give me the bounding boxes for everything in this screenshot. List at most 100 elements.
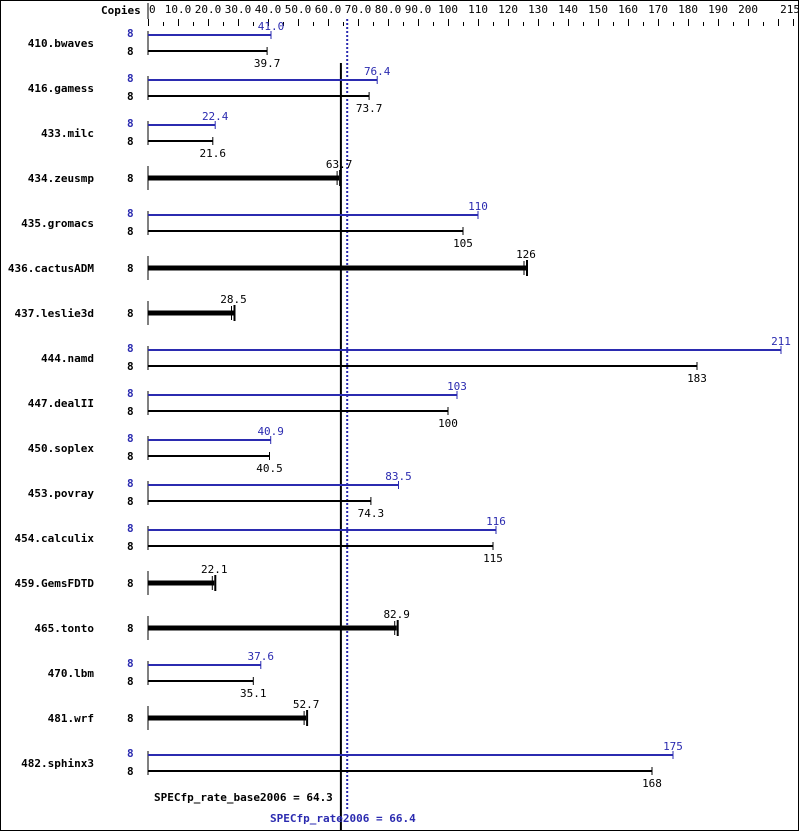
peak-value-label: 41.0 [258, 20, 285, 33]
benchmark-name: 435.gromacs [21, 217, 94, 230]
peak-value-label: 175 [663, 740, 683, 753]
x-tick-label: 215 [780, 3, 798, 16]
base-value-label: 168 [642, 777, 662, 790]
base-value-label: 22.1 [201, 563, 228, 576]
x-tick-label: 150 [588, 3, 608, 16]
axis-header: Copies [101, 4, 141, 17]
base-copies: 8 [127, 675, 134, 688]
base-copies: 8 [127, 45, 134, 58]
peak-value-label: 110 [468, 200, 488, 213]
peak-copies: 8 [127, 387, 134, 400]
base-copies: 8 [127, 225, 134, 238]
base-copies: 8 [127, 172, 134, 185]
x-tick-label: 30.0 [225, 3, 252, 16]
x-tick-label: 110 [468, 3, 488, 16]
peak-copies: 8 [127, 207, 134, 220]
benchmark-name: 450.soplex [28, 442, 95, 455]
benchmark-name: 481.wrf [48, 712, 94, 725]
base-value-label: 63.7 [326, 158, 353, 171]
base-copies: 8 [127, 450, 134, 463]
base-copies: 8 [127, 135, 134, 148]
peak-value-label: 37.6 [248, 650, 275, 663]
x-tick-label: 140 [558, 3, 578, 16]
base-copies: 8 [127, 765, 134, 778]
base-value-label: 126 [516, 248, 536, 261]
benchmark-name: 453.povray [28, 487, 95, 500]
x-tick-label: 190 [708, 3, 728, 16]
peak-value-label: 211 [771, 335, 791, 348]
x-tick-label: 120 [498, 3, 518, 16]
x-tick-label: 100 [438, 3, 458, 16]
peak-copies: 8 [127, 747, 134, 760]
x-tick-label: 40.0 [255, 3, 281, 16]
benchmark-name: 437.leslie3d [15, 307, 94, 320]
benchmark-name: 416.gamess [28, 82, 94, 95]
peak-value-label: 76.4 [364, 65, 391, 78]
x-tick-label: 200 [738, 3, 758, 16]
peak-copies: 8 [127, 342, 134, 355]
base-copies: 8 [127, 360, 134, 373]
x-tick-label: 90.0 [405, 3, 432, 16]
base-value-label: 115 [483, 552, 503, 565]
base-value-label: 183 [687, 372, 707, 385]
base-value-label: 74.3 [358, 507, 385, 520]
base-value-label: 73.7 [356, 102, 383, 115]
peak-copies: 8 [127, 522, 134, 535]
base-copies: 8 [127, 262, 134, 275]
benchmark-name: 434.zeusmp [28, 172, 95, 185]
benchmark-name: 459.GemsFDTD [15, 577, 95, 590]
peak-copies: 8 [127, 72, 134, 85]
peak-copies: 8 [127, 27, 134, 40]
base-copies: 8 [127, 622, 134, 635]
base-copies: 8 [127, 405, 134, 418]
benchmark-name: 436.cactusADM [8, 262, 94, 275]
x-tick-label: 170 [648, 3, 668, 16]
x-tick-label: 10.0 [165, 3, 192, 16]
base-copies: 8 [127, 540, 134, 553]
base-value-label: 100 [438, 417, 458, 430]
peak-value-label: 116 [486, 515, 506, 528]
base-value-label: 82.9 [383, 608, 410, 621]
x-tick-label: 60.0 [315, 3, 342, 16]
base-value-label: 52.7 [293, 698, 320, 711]
peak-score-label: SPECfp_rate2006 = 66.4 [270, 812, 416, 825]
peak-value-label: 103 [447, 380, 467, 393]
peak-value-label: 22.4 [202, 110, 229, 123]
benchmark-name: 454.calculix [15, 532, 95, 545]
benchmark-name: 444.namd [41, 352, 94, 365]
base-value-label: 28.5 [220, 293, 247, 306]
base-value-label: 105 [453, 237, 473, 250]
peak-value-label: 40.9 [257, 425, 284, 438]
x-tick-label: 80.0 [375, 3, 402, 16]
benchmark-name: 447.dealII [28, 397, 94, 410]
x-tick-label: 50.0 [285, 3, 312, 16]
base-value-label: 35.1 [240, 687, 267, 700]
benchmark-name: 433.milc [41, 127, 94, 140]
x-tick-label: 160 [618, 3, 638, 16]
benchmark-name: 410.bwaves [28, 37, 94, 50]
x-tick-label: 70.0 [345, 3, 372, 16]
x-tick-label: 0 [149, 3, 156, 16]
base-value-label: 40.5 [256, 462, 283, 475]
base-copies: 8 [127, 577, 134, 590]
base-value-label: 21.6 [200, 147, 227, 160]
benchmark-name: 465.tonto [34, 622, 94, 635]
peak-value-label: 83.5 [385, 470, 412, 483]
base-score-label: SPECfp_rate_base2006 = 64.3 [154, 791, 333, 804]
base-copies: 8 [127, 307, 134, 320]
x-tick-label: 180 [678, 3, 698, 16]
base-copies: 8 [127, 90, 134, 103]
x-tick-label: 130 [528, 3, 548, 16]
base-copies: 8 [127, 495, 134, 508]
peak-copies: 8 [127, 657, 134, 670]
base-value-label: 39.7 [254, 57, 281, 70]
benchmark-name: 482.sphinx3 [21, 757, 94, 770]
peak-copies: 8 [127, 477, 134, 490]
peak-copies: 8 [127, 117, 134, 130]
x-tick-label: 20.0 [195, 3, 222, 16]
benchmark-name: 470.lbm [48, 667, 95, 680]
base-copies: 8 [127, 712, 134, 725]
peak-copies: 8 [127, 432, 134, 445]
